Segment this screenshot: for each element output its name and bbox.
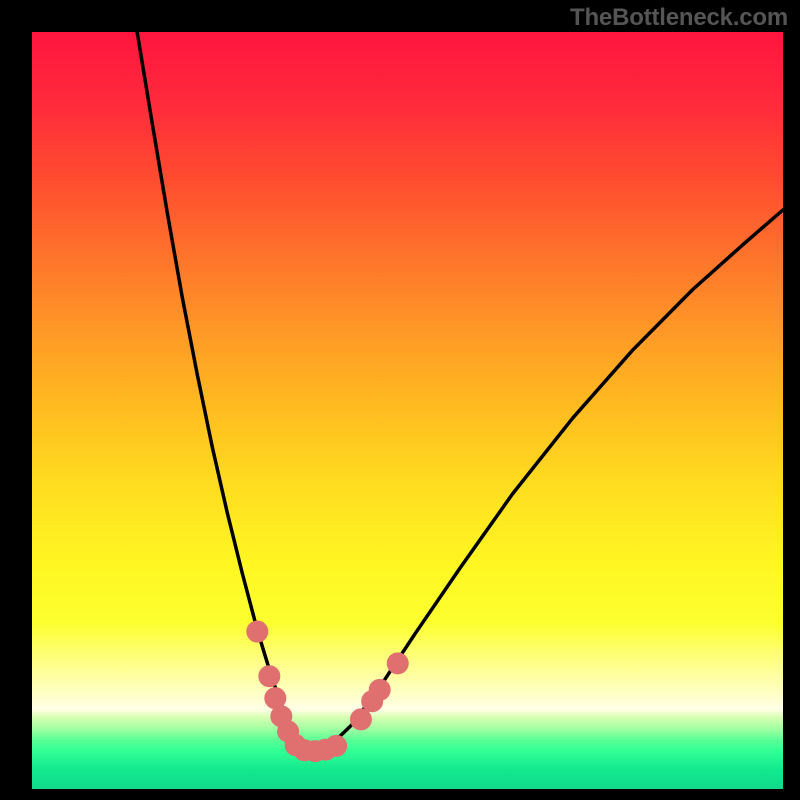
data-marker xyxy=(369,679,390,700)
data-marker xyxy=(326,735,347,756)
data-marker xyxy=(247,621,268,642)
watermark-text: TheBottleneck.com xyxy=(570,4,788,32)
data-marker xyxy=(387,653,408,674)
bottleneck-curve xyxy=(137,32,783,752)
data-marker xyxy=(259,666,280,687)
chart-frame: TheBottleneck.com xyxy=(0,0,800,800)
plot-area xyxy=(32,32,783,789)
data-markers xyxy=(247,621,408,762)
chart-overlay xyxy=(32,32,783,789)
data-marker xyxy=(350,709,371,730)
